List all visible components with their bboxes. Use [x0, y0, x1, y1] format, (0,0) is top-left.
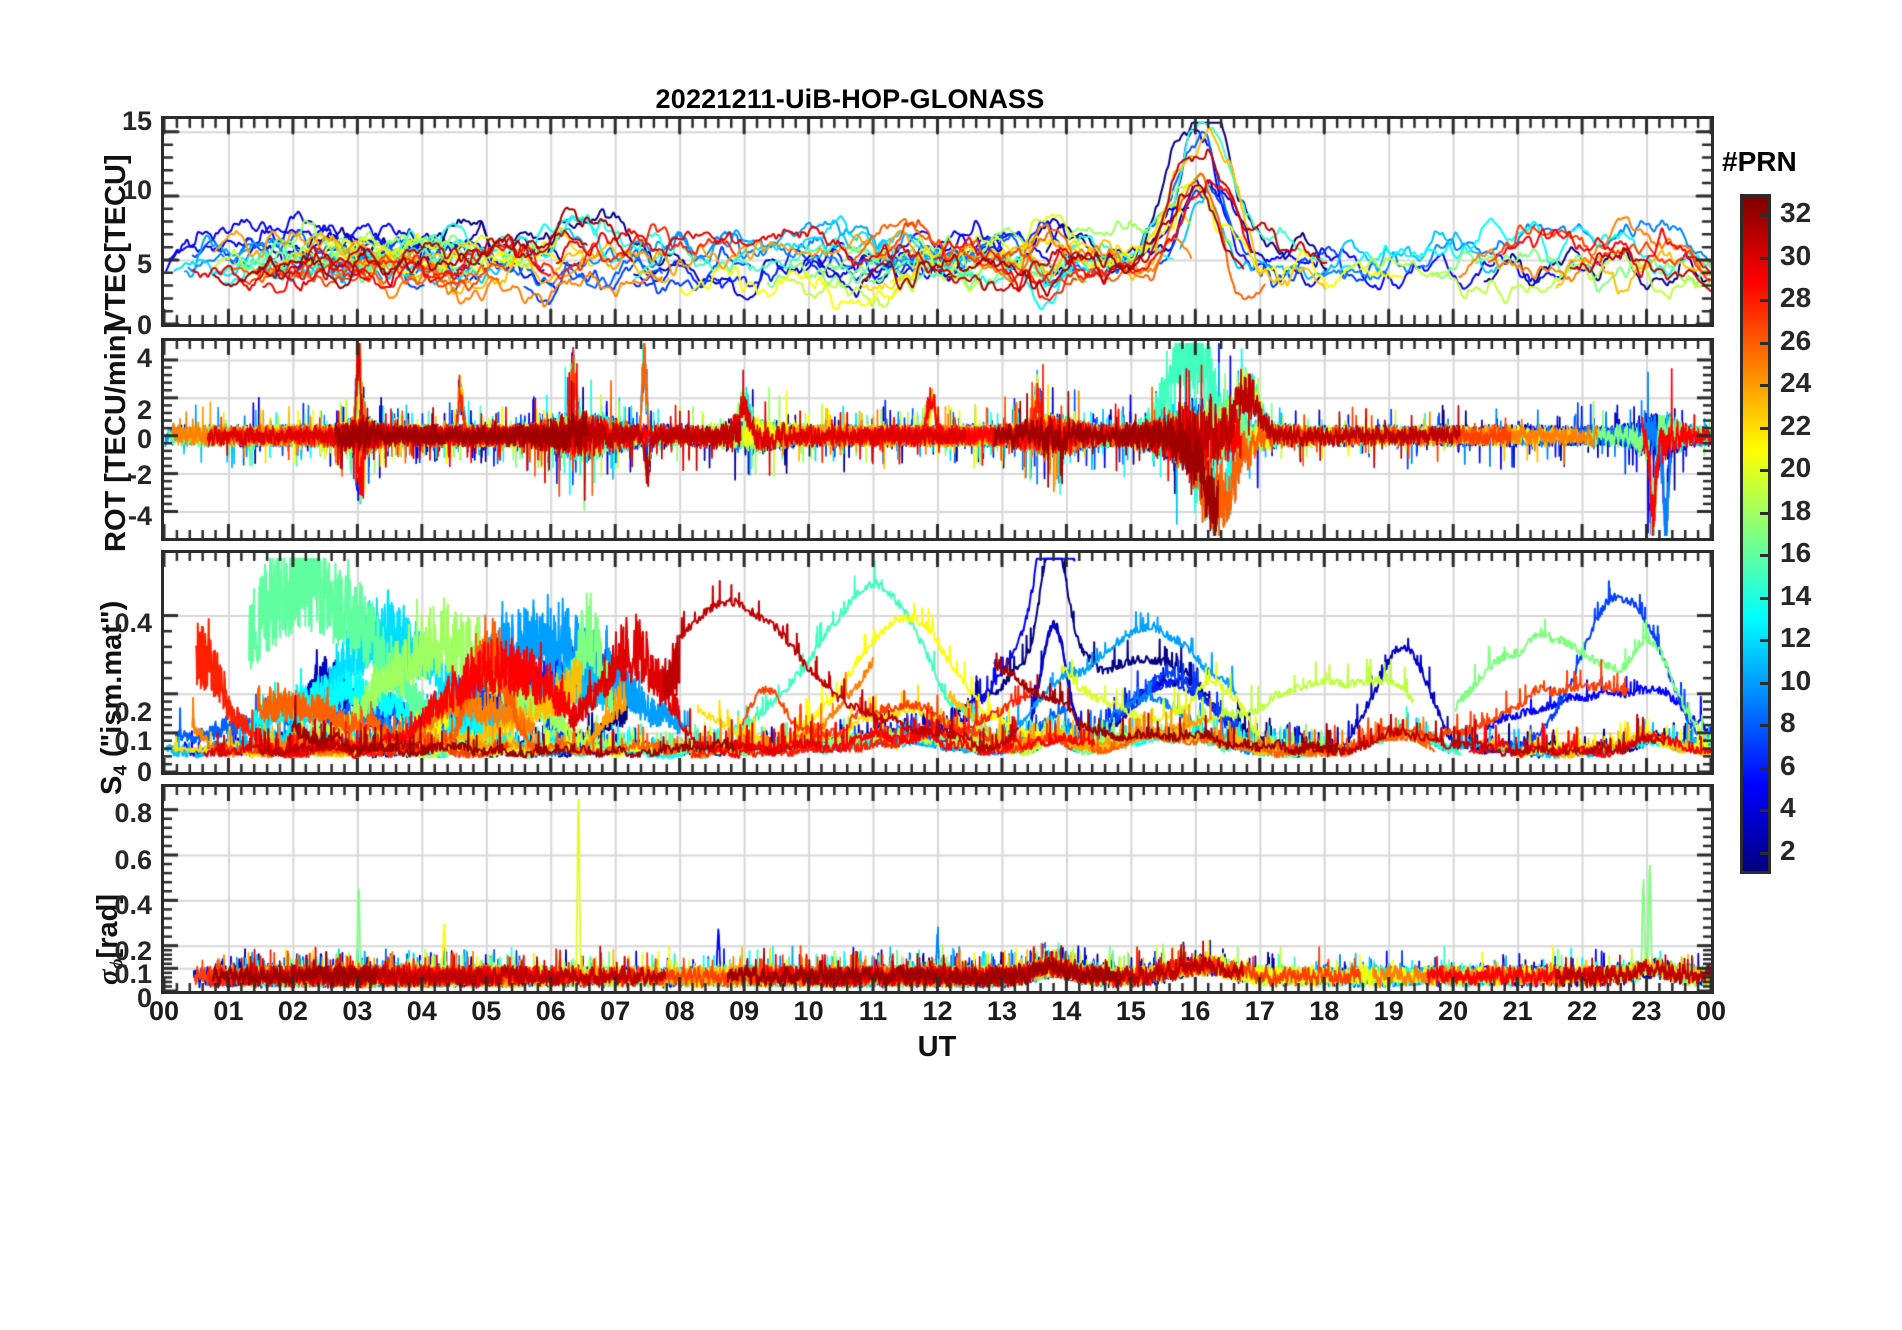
- colorbar-tick-mark-4: [1760, 809, 1771, 813]
- colorbar-tick-mark-10: [1760, 681, 1771, 685]
- colorbar-tick-mark-30: [1760, 256, 1771, 260]
- colorbar-tick-mark-14: [1760, 596, 1771, 600]
- x-tick-22-22: 22: [1567, 996, 1598, 1026]
- x-tick-11-11: 11: [858, 996, 888, 1026]
- colorbar-tick-mark-20: [1760, 469, 1771, 473]
- colorbar-tick-label-16: 16: [1780, 537, 1812, 569]
- x-tick-00-24: 00: [1695, 996, 1727, 1026]
- x-tick-01-1: 01: [213, 996, 244, 1026]
- panel-s4: [161, 550, 1714, 775]
- panel-rot-ytick-4: 4: [136, 343, 152, 373]
- x-tick-14-14: 14: [1051, 996, 1082, 1026]
- x-tick-17-17: 17: [1244, 996, 1275, 1026]
- colorbar-tick-label-28: 28: [1780, 282, 1812, 314]
- colorbar-tick-label-14: 14: [1780, 579, 1812, 611]
- colorbar-tick-mark-18: [1760, 511, 1771, 515]
- panel-vtec-ytick-10: 10: [121, 175, 152, 205]
- panel-rot-ytick-2: 2: [136, 395, 152, 425]
- x-tick-15-15: 15: [1115, 996, 1146, 1026]
- colorbar-tick-label-8: 8: [1780, 707, 1796, 739]
- colorbar-tick-label-12: 12: [1780, 622, 1812, 654]
- colorbar-title: #PRN: [1722, 146, 1797, 177]
- figure-title: 20221211-UiB-HOP-GLONASS: [655, 84, 1045, 114]
- x-tick-06-6: 06: [535, 996, 566, 1026]
- x-tick-12-12: 12: [922, 996, 953, 1026]
- x-tick-21-21: 21: [1502, 996, 1533, 1026]
- panel-s4-ytick-04: 0.4: [114, 608, 152, 638]
- panel-sigma-ytick-06: 0.6: [114, 845, 152, 875]
- colorbar-tick-mark-16: [1760, 554, 1771, 558]
- x-tick-05-5: 05: [471, 996, 502, 1026]
- panel-s4-ytick-01: 0.1: [114, 726, 152, 756]
- panel-vtec: [161, 116, 1714, 327]
- x-tick-10-10: 10: [793, 996, 824, 1026]
- panel-rot-ytick-m4: -4: [127, 501, 152, 531]
- panel-rot-ytick-0: 0: [136, 424, 152, 454]
- x-tick-09-9: 09: [729, 996, 760, 1026]
- x-tick-16-16: 16: [1180, 996, 1211, 1026]
- panel-sigma-ytick-02: 0.2: [114, 936, 152, 966]
- panel-sigma-ytick-01: 0.1: [114, 959, 152, 989]
- colorbar-tick-mark-24: [1760, 384, 1771, 388]
- x-tick-23-23: 23: [1631, 996, 1662, 1026]
- x-tick-13-13: 13: [986, 996, 1017, 1026]
- x-tick-03-3: 03: [342, 996, 373, 1026]
- panel-s4-ytick-02: 0.2: [114, 697, 152, 727]
- colorbar-tick-mark-32: [1760, 214, 1771, 218]
- panel-sigma-ytick-0: 0: [136, 983, 152, 1013]
- colorbar-tick-label-10: 10: [1780, 664, 1812, 696]
- colorbar-tick-label-26: 26: [1780, 324, 1812, 356]
- x-tick-07-7: 07: [600, 996, 631, 1026]
- colorbar-tick-label-18: 18: [1780, 494, 1812, 526]
- colorbar-tick-mark-28: [1760, 299, 1771, 303]
- colorbar-tick-label-32: 32: [1780, 197, 1812, 229]
- x-tick-20-20: 20: [1438, 996, 1469, 1026]
- x-tick-08-8: 08: [664, 996, 695, 1026]
- colorbar-tick-label-22: 22: [1780, 409, 1812, 441]
- panel-vtec-ytick-15: 15: [121, 106, 152, 136]
- colorbar-tick-mark-8: [1760, 724, 1771, 728]
- colorbar-tick-mark-12: [1760, 639, 1771, 643]
- x-tick-02-2: 02: [277, 996, 308, 1026]
- colorbar-tick-label-4: 4: [1780, 792, 1796, 824]
- colorbar-tick-mark-22: [1760, 426, 1771, 430]
- colorbar-gradient[interactable]: [1740, 194, 1771, 874]
- x-axis-title: UT: [917, 1031, 957, 1063]
- colorbar-tick-label-20: 20: [1780, 452, 1812, 484]
- colorbar-tick-label-30: 30: [1780, 239, 1812, 271]
- panel-rot: [161, 338, 1714, 541]
- x-tick-04-4: 04: [406, 996, 437, 1026]
- colorbar-tick-mark-2: [1760, 851, 1771, 855]
- colorbar-tick-label-24: 24: [1780, 367, 1812, 399]
- colorbar-tick-mark-6: [1760, 766, 1771, 770]
- panel-vtec-ytick-0: 0: [136, 310, 152, 340]
- panel-sigma-phi: [161, 784, 1714, 994]
- x-tick-18-18: 18: [1309, 996, 1340, 1026]
- panel-sigma-ytick-04: 0.4: [114, 890, 152, 920]
- colorbar-tick-label-2: 2: [1780, 834, 1796, 866]
- panel-vtec-ytick-5: 5: [136, 249, 152, 279]
- colorbar-tick-mark-26: [1760, 341, 1771, 345]
- panel-rot-ytick-m2: -2: [127, 460, 152, 490]
- panel-sigma-ytick-08: 0.8: [114, 798, 152, 828]
- x-tick-19-19: 19: [1373, 996, 1404, 1026]
- x-tick-00-0: 00: [148, 996, 180, 1026]
- panel-s4-ytick-0: 0: [136, 757, 152, 787]
- colorbar-tick-label-6: 6: [1780, 749, 1796, 781]
